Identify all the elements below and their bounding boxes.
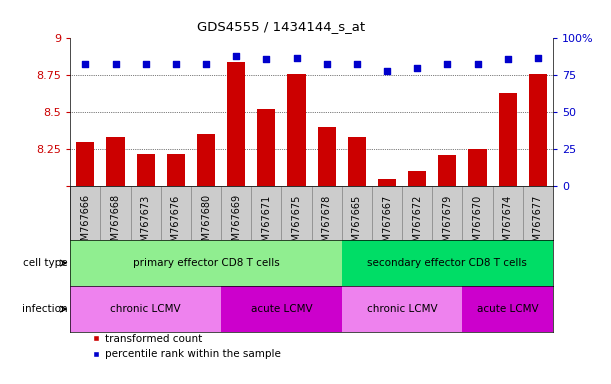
Text: primary effector CD8 T cells: primary effector CD8 T cells [133,258,279,268]
Bar [312,186,342,240]
Bar [463,186,492,240]
Text: acute LCMV: acute LCMV [251,304,312,314]
Point [473,60,483,66]
Bar [438,155,456,186]
Text: GSM767668: GSM767668 [111,194,120,253]
Bar [378,179,396,186]
Bar [529,74,547,186]
Bar [70,186,100,240]
Bar [227,62,245,186]
Bar [342,286,463,332]
Point [141,60,150,66]
Text: GSM767672: GSM767672 [412,194,422,254]
Bar [191,186,221,240]
Bar [342,240,553,286]
Bar [402,186,433,240]
Text: infection: infection [21,304,67,314]
Point [503,56,513,62]
Point [291,55,301,61]
Bar [70,240,342,286]
Text: GSM767669: GSM767669 [231,194,241,253]
Point [533,55,543,61]
Text: GSM767678: GSM767678 [322,194,332,253]
Bar [469,149,486,186]
Bar [288,74,306,186]
Bar [492,186,523,240]
Bar [106,137,125,186]
Bar [523,186,553,240]
Bar [318,127,336,186]
Point [262,56,271,62]
Bar [221,286,342,332]
Text: GSM767665: GSM767665 [352,194,362,253]
Bar [433,186,463,240]
Point [171,60,181,66]
Text: GSM767674: GSM767674 [503,194,513,253]
Bar [348,137,366,186]
Bar [257,109,276,186]
Point [442,60,452,66]
Bar [342,186,372,240]
Bar [161,186,191,240]
Text: chronic LCMV: chronic LCMV [367,304,437,314]
Text: GSM767680: GSM767680 [201,194,211,253]
Point [232,53,241,59]
Point [412,65,422,71]
Point [352,60,362,66]
Text: chronic LCMV: chronic LCMV [111,304,181,314]
Bar [137,154,155,186]
Point [81,60,90,66]
Text: GSM767679: GSM767679 [442,194,452,253]
Text: GSM767675: GSM767675 [291,194,301,254]
Text: GDS4555 / 1434144_s_at: GDS4555 / 1434144_s_at [197,20,365,33]
Legend: transformed count, percentile rank within the sample: transformed count, percentile rank withi… [88,330,285,363]
Text: cell type: cell type [23,258,67,268]
Bar [499,93,517,186]
Bar [100,186,131,240]
Point [201,60,211,66]
Bar [408,172,426,186]
Point [322,60,332,66]
Bar [372,186,402,240]
Bar [131,186,161,240]
Point [111,60,120,66]
Bar [221,186,251,240]
Text: GSM767673: GSM767673 [141,194,151,253]
Bar [167,154,185,186]
Bar [70,286,221,332]
Text: GSM767676: GSM767676 [171,194,181,253]
Bar [197,134,215,186]
Point [382,68,392,74]
Text: GSM767671: GSM767671 [262,194,271,253]
Text: GSM767667: GSM767667 [382,194,392,253]
Bar [251,186,282,240]
Text: acute LCMV: acute LCMV [477,304,538,314]
Text: secondary effector CD8 T cells: secondary effector CD8 T cells [367,258,527,268]
Text: GSM767677: GSM767677 [533,194,543,254]
Bar [463,286,553,332]
Text: GSM767666: GSM767666 [81,194,90,253]
Bar [76,142,95,186]
Bar [282,186,312,240]
Text: GSM767670: GSM767670 [472,194,483,253]
